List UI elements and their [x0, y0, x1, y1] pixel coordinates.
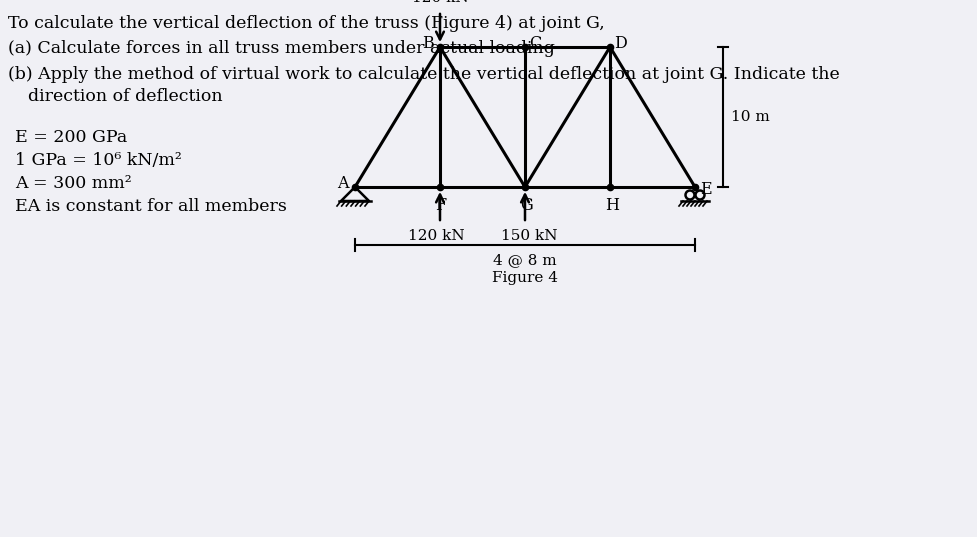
- Text: To calculate the vertical deflection of the truss (Figure 4) at joint G,: To calculate the vertical deflection of …: [8, 15, 605, 32]
- Text: EA is constant for all members: EA is constant for all members: [15, 198, 287, 215]
- Text: C: C: [529, 34, 541, 52]
- Text: 120 kN: 120 kN: [407, 229, 464, 243]
- Text: Figure 4: Figure 4: [492, 271, 558, 285]
- Text: F: F: [435, 197, 446, 214]
- Text: 4 @ 8 m: 4 @ 8 m: [493, 253, 557, 267]
- Text: (b) Apply the method of virtual work to calculate the vertical deflection at joi: (b) Apply the method of virtual work to …: [8, 66, 840, 83]
- Text: E: E: [700, 182, 711, 199]
- Text: (a) Calculate forces in all truss members under actual loading: (a) Calculate forces in all truss member…: [8, 40, 555, 57]
- Text: A: A: [337, 175, 349, 192]
- Text: E = 200 GPa: E = 200 GPa: [15, 129, 127, 146]
- Text: 1 GPa = 10⁶ kN/m²: 1 GPa = 10⁶ kN/m²: [15, 152, 182, 169]
- Text: A = 300 mm²: A = 300 mm²: [15, 175, 132, 192]
- Text: B: B: [422, 35, 434, 53]
- Text: 150 kN: 150 kN: [501, 229, 557, 243]
- Text: direction of deflection: direction of deflection: [28, 88, 223, 105]
- Text: H: H: [605, 197, 619, 214]
- Text: 10 m: 10 m: [731, 110, 770, 124]
- Text: D: D: [614, 34, 627, 52]
- Text: G: G: [520, 197, 532, 214]
- Text: 120 kN: 120 kN: [411, 0, 468, 5]
